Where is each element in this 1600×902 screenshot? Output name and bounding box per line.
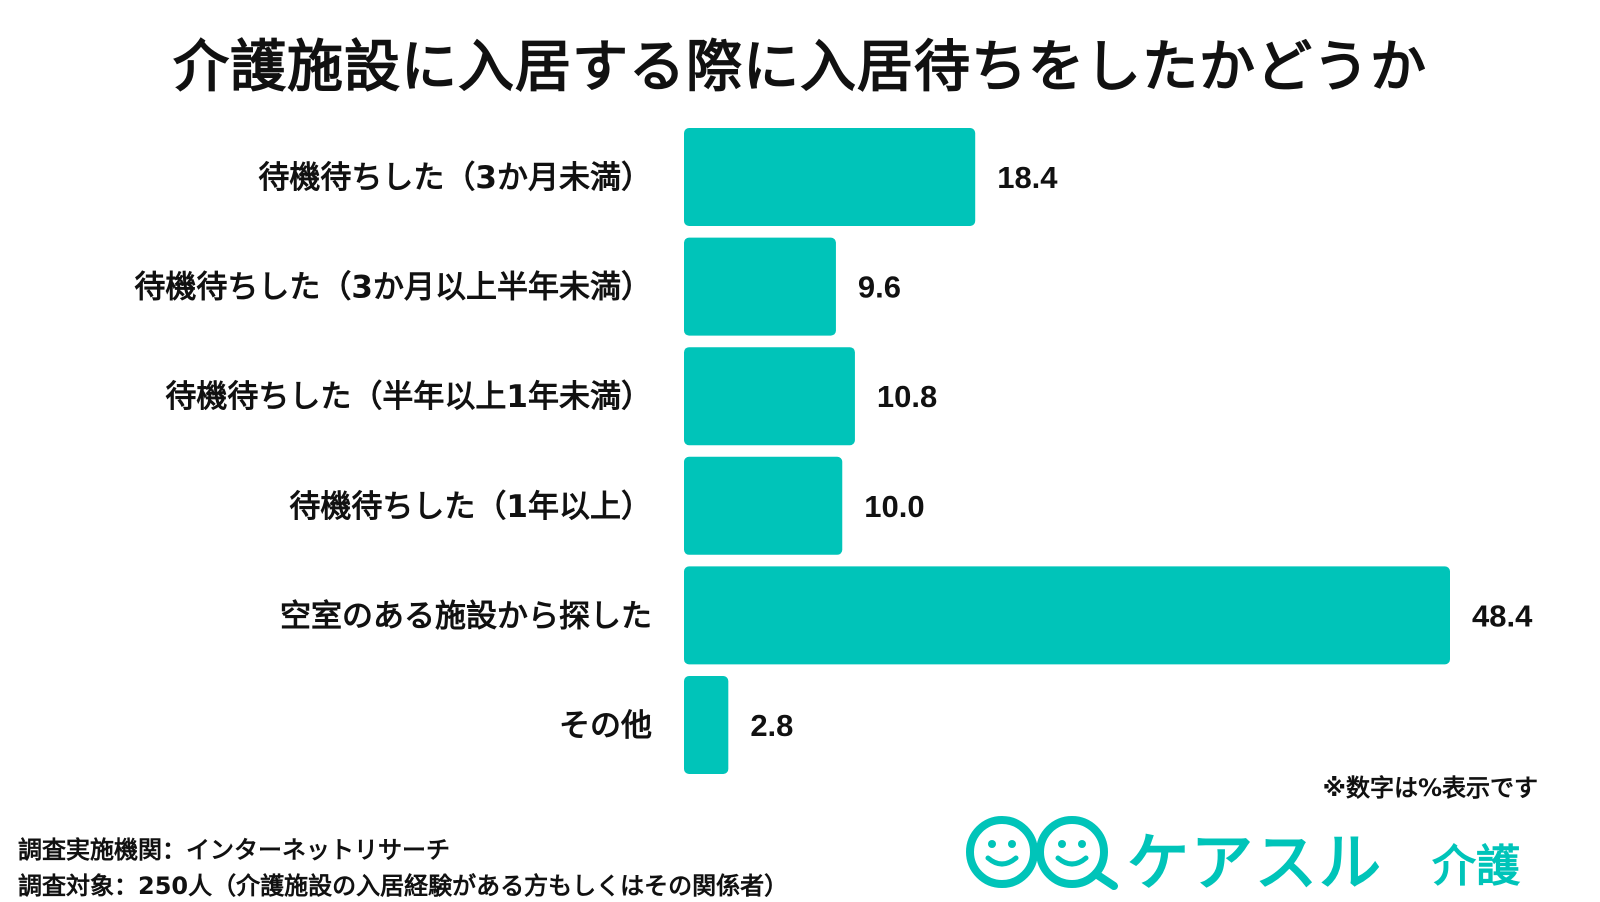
smiley-faces-icon — [966, 816, 1118, 890]
bar-3 — [684, 456, 843, 555]
value-label-0: 18.4 — [997, 160, 1058, 195]
bar-2 — [684, 347, 855, 446]
brand-logo: ケアスル 介護 — [962, 810, 1582, 899]
bar-1 — [684, 237, 836, 336]
category-label-4: 空室のある施設から探した — [280, 598, 652, 634]
bar-4 — [684, 566, 1450, 665]
value-label-3: 10.0 — [864, 489, 924, 524]
value-label-1: 9.6 — [858, 270, 901, 305]
category-label-3: 待機待ちした（1年以上） — [289, 489, 652, 525]
survey-institution: 調査実施機関：インターネットリサーチ — [18, 836, 450, 864]
survey-target: 調査対象：250人（介護施設の入居経験がある方もしくはその関係者） — [18, 872, 789, 900]
chart-title: 介護施設に入居する際に入居待ちをしたかどうか — [173, 35, 1427, 100]
logo-name: ケアスル — [1127, 826, 1384, 899]
category-label-1: 待機待ちした（3か月以上半年未満） — [134, 270, 652, 306]
value-label-4: 48.4 — [1472, 598, 1533, 633]
logo-sub: 介護 — [1432, 841, 1520, 892]
category-label-0: 待機待ちした（3か月未満） — [258, 160, 652, 196]
value-label-5: 2.8 — [750, 708, 793, 743]
value-label-2: 10.8 — [877, 379, 937, 414]
unit-note: ※数字は%表示です — [1322, 774, 1538, 802]
category-label-5: その他 — [559, 708, 652, 744]
bar-5 — [684, 676, 729, 774]
bar-0 — [684, 128, 976, 226]
category-label-2: 待機待ちした（半年以上1年未満） — [165, 379, 652, 415]
